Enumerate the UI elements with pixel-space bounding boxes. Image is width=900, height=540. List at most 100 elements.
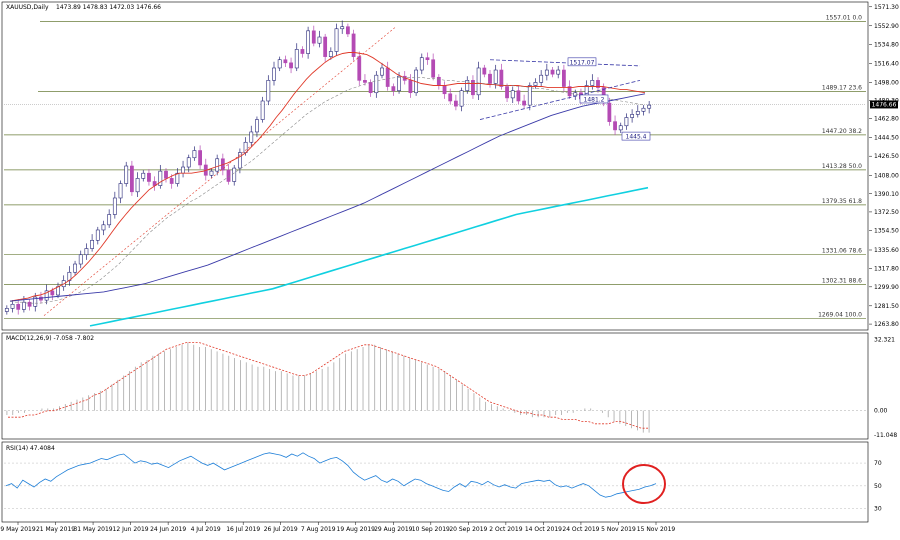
- candle-body: [73, 263, 77, 273]
- candle-body: [618, 125, 623, 131]
- candle-body: [107, 214, 112, 226]
- candle-body: [255, 119, 259, 133]
- candle-body: [266, 80, 271, 102]
- fib-label: 1447.20 38.2: [822, 128, 862, 135]
- candle-body: [209, 170, 214, 176]
- candle-body: [408, 80, 413, 94]
- price-tick-label: 1571.30: [874, 4, 899, 11]
- date-label: 5 Nov 2019: [601, 526, 636, 533]
- rsi-header: RSI(14) 47.4084: [6, 445, 55, 452]
- candle-body: [499, 69, 504, 87]
- candle-body: [596, 80, 600, 88]
- candle-body: [351, 33, 356, 57]
- candle-body: [141, 172, 146, 179]
- candle-body: [124, 165, 129, 184]
- candle-body: [300, 49, 305, 54]
- ma-100-line: [9, 93, 646, 302]
- price-tick-label: 1462.80: [874, 116, 899, 123]
- date-label: 7 Aug 2019: [301, 526, 336, 533]
- candle-body: [272, 67, 276, 81]
- candle-body: [624, 117, 629, 127]
- candle-body: [544, 69, 549, 76]
- candle-body: [516, 90, 521, 102]
- candle-body: [482, 67, 487, 75]
- candle-body: [556, 69, 561, 75]
- price-tick-label: 1390.10: [874, 191, 899, 198]
- fib-label: 1331.06 78.6: [822, 248, 862, 255]
- candle-body: [44, 290, 49, 301]
- fib-label: 1269.04 100.0: [818, 312, 862, 319]
- price-tick-label: 1426.50: [874, 153, 899, 160]
- candle-body: [243, 141, 248, 153]
- price-tick-label: 1354.50: [874, 227, 899, 234]
- macd-series: [4, 342, 866, 433]
- candle-body: [488, 73, 492, 84]
- current-price-tag: [870, 100, 898, 109]
- candle-body: [311, 30, 316, 44]
- candle-body: [397, 75, 401, 91]
- candle-body: [471, 80, 475, 96]
- macd-header: MACD(12,26,9) -7.058 -7.802: [6, 335, 94, 342]
- fib-label: 1302.31 88.6: [822, 277, 862, 284]
- rsi-series: [4, 452, 866, 509]
- rsi-tick-label: 30: [874, 506, 882, 513]
- candle-body: [630, 114, 635, 118]
- candle-body: [90, 239, 95, 249]
- date-label: 29 Aug 2019: [374, 526, 413, 533]
- axes: 1476.66 1571.30 1552.90 1534.80 1516.40 1498.…: [0, 4, 899, 533]
- candle-body: [101, 224, 106, 231]
- date-label: 4 Jul 2019: [191, 526, 221, 533]
- candle-body: [340, 26, 345, 30]
- macd-tick-label: 32.321: [874, 337, 895, 344]
- candle-body: [613, 121, 617, 131]
- candle-body: [317, 36, 322, 44]
- price-annotation-label: 1481.2: [584, 96, 605, 103]
- candle-body: [84, 248, 89, 256]
- candle-body: [380, 67, 384, 76]
- price-series: 1557.01 0.0 1489.17 23.6 1447.20 38.2 1413.…: [4, 15, 866, 327]
- candle-body: [277, 59, 282, 69]
- date-label: 9 May 2019: [0, 526, 35, 533]
- candle-body: [385, 67, 390, 87]
- candle-body: [391, 86, 396, 91]
- candle-body: [21, 301, 26, 310]
- candle-body: [16, 303, 21, 310]
- candle-body: [493, 69, 498, 84]
- candle-body: [442, 85, 447, 95]
- candle-body: [368, 82, 373, 94]
- candle-body: [561, 69, 566, 87]
- candle-body: [510, 90, 515, 99]
- rsi-tick-label: 50: [874, 483, 882, 490]
- candle-body: [425, 57, 430, 61]
- candle-body: [192, 150, 197, 159]
- fib-label: 1489.17 23.6: [822, 85, 862, 92]
- candle-body: [436, 76, 441, 86]
- price-tick-label: 1408.00: [874, 172, 899, 179]
- candle-body: [78, 254, 83, 265]
- date-label: 2 Oct 2019: [489, 526, 522, 533]
- date-label: 10 Sep 2019: [412, 526, 450, 533]
- candle-body: [147, 172, 151, 182]
- macd-tick-label: -11.048: [874, 432, 897, 439]
- candle-body: [158, 170, 163, 186]
- candle-body: [505, 86, 509, 99]
- candle-body: [181, 166, 185, 174]
- candle-body: [112, 197, 117, 215]
- candle-body: [607, 102, 612, 122]
- price-tick-label: 1317.80: [874, 265, 899, 272]
- candle-body: [215, 158, 220, 172]
- candle-body: [357, 56, 362, 81]
- price-tick-label: 1299.90: [874, 284, 899, 291]
- candle-body: [186, 157, 191, 168]
- candle-body: [323, 36, 328, 57]
- price-tick-label: 1498.00: [874, 79, 899, 86]
- candle-body: [465, 80, 470, 91]
- candle-body: [533, 82, 538, 86]
- date-label: 14 Oct 2019: [525, 526, 562, 533]
- price-annotation-label: 1517.07: [570, 59, 595, 66]
- date-label: 31 May 2019: [73, 526, 112, 533]
- candle-body: [567, 86, 572, 97]
- candle-body: [641, 107, 646, 112]
